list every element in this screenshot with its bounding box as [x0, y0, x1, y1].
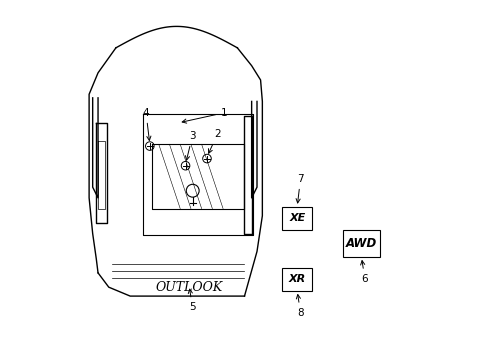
- Text: 5: 5: [188, 289, 195, 312]
- FancyBboxPatch shape: [282, 267, 312, 291]
- Text: 1: 1: [182, 108, 227, 123]
- FancyBboxPatch shape: [282, 207, 312, 230]
- FancyBboxPatch shape: [342, 230, 380, 257]
- Text: 8: 8: [296, 294, 303, 318]
- Text: XE: XE: [288, 213, 305, 224]
- Text: 4: 4: [142, 108, 151, 140]
- Text: 7: 7: [295, 174, 303, 203]
- Text: 2: 2: [208, 129, 220, 153]
- Text: 6: 6: [360, 261, 367, 284]
- Text: XR: XR: [288, 274, 305, 284]
- Text: AWD: AWD: [345, 237, 376, 250]
- Text: OUTLOOK: OUTLOOK: [155, 281, 223, 294]
- Text: 3: 3: [185, 131, 195, 160]
